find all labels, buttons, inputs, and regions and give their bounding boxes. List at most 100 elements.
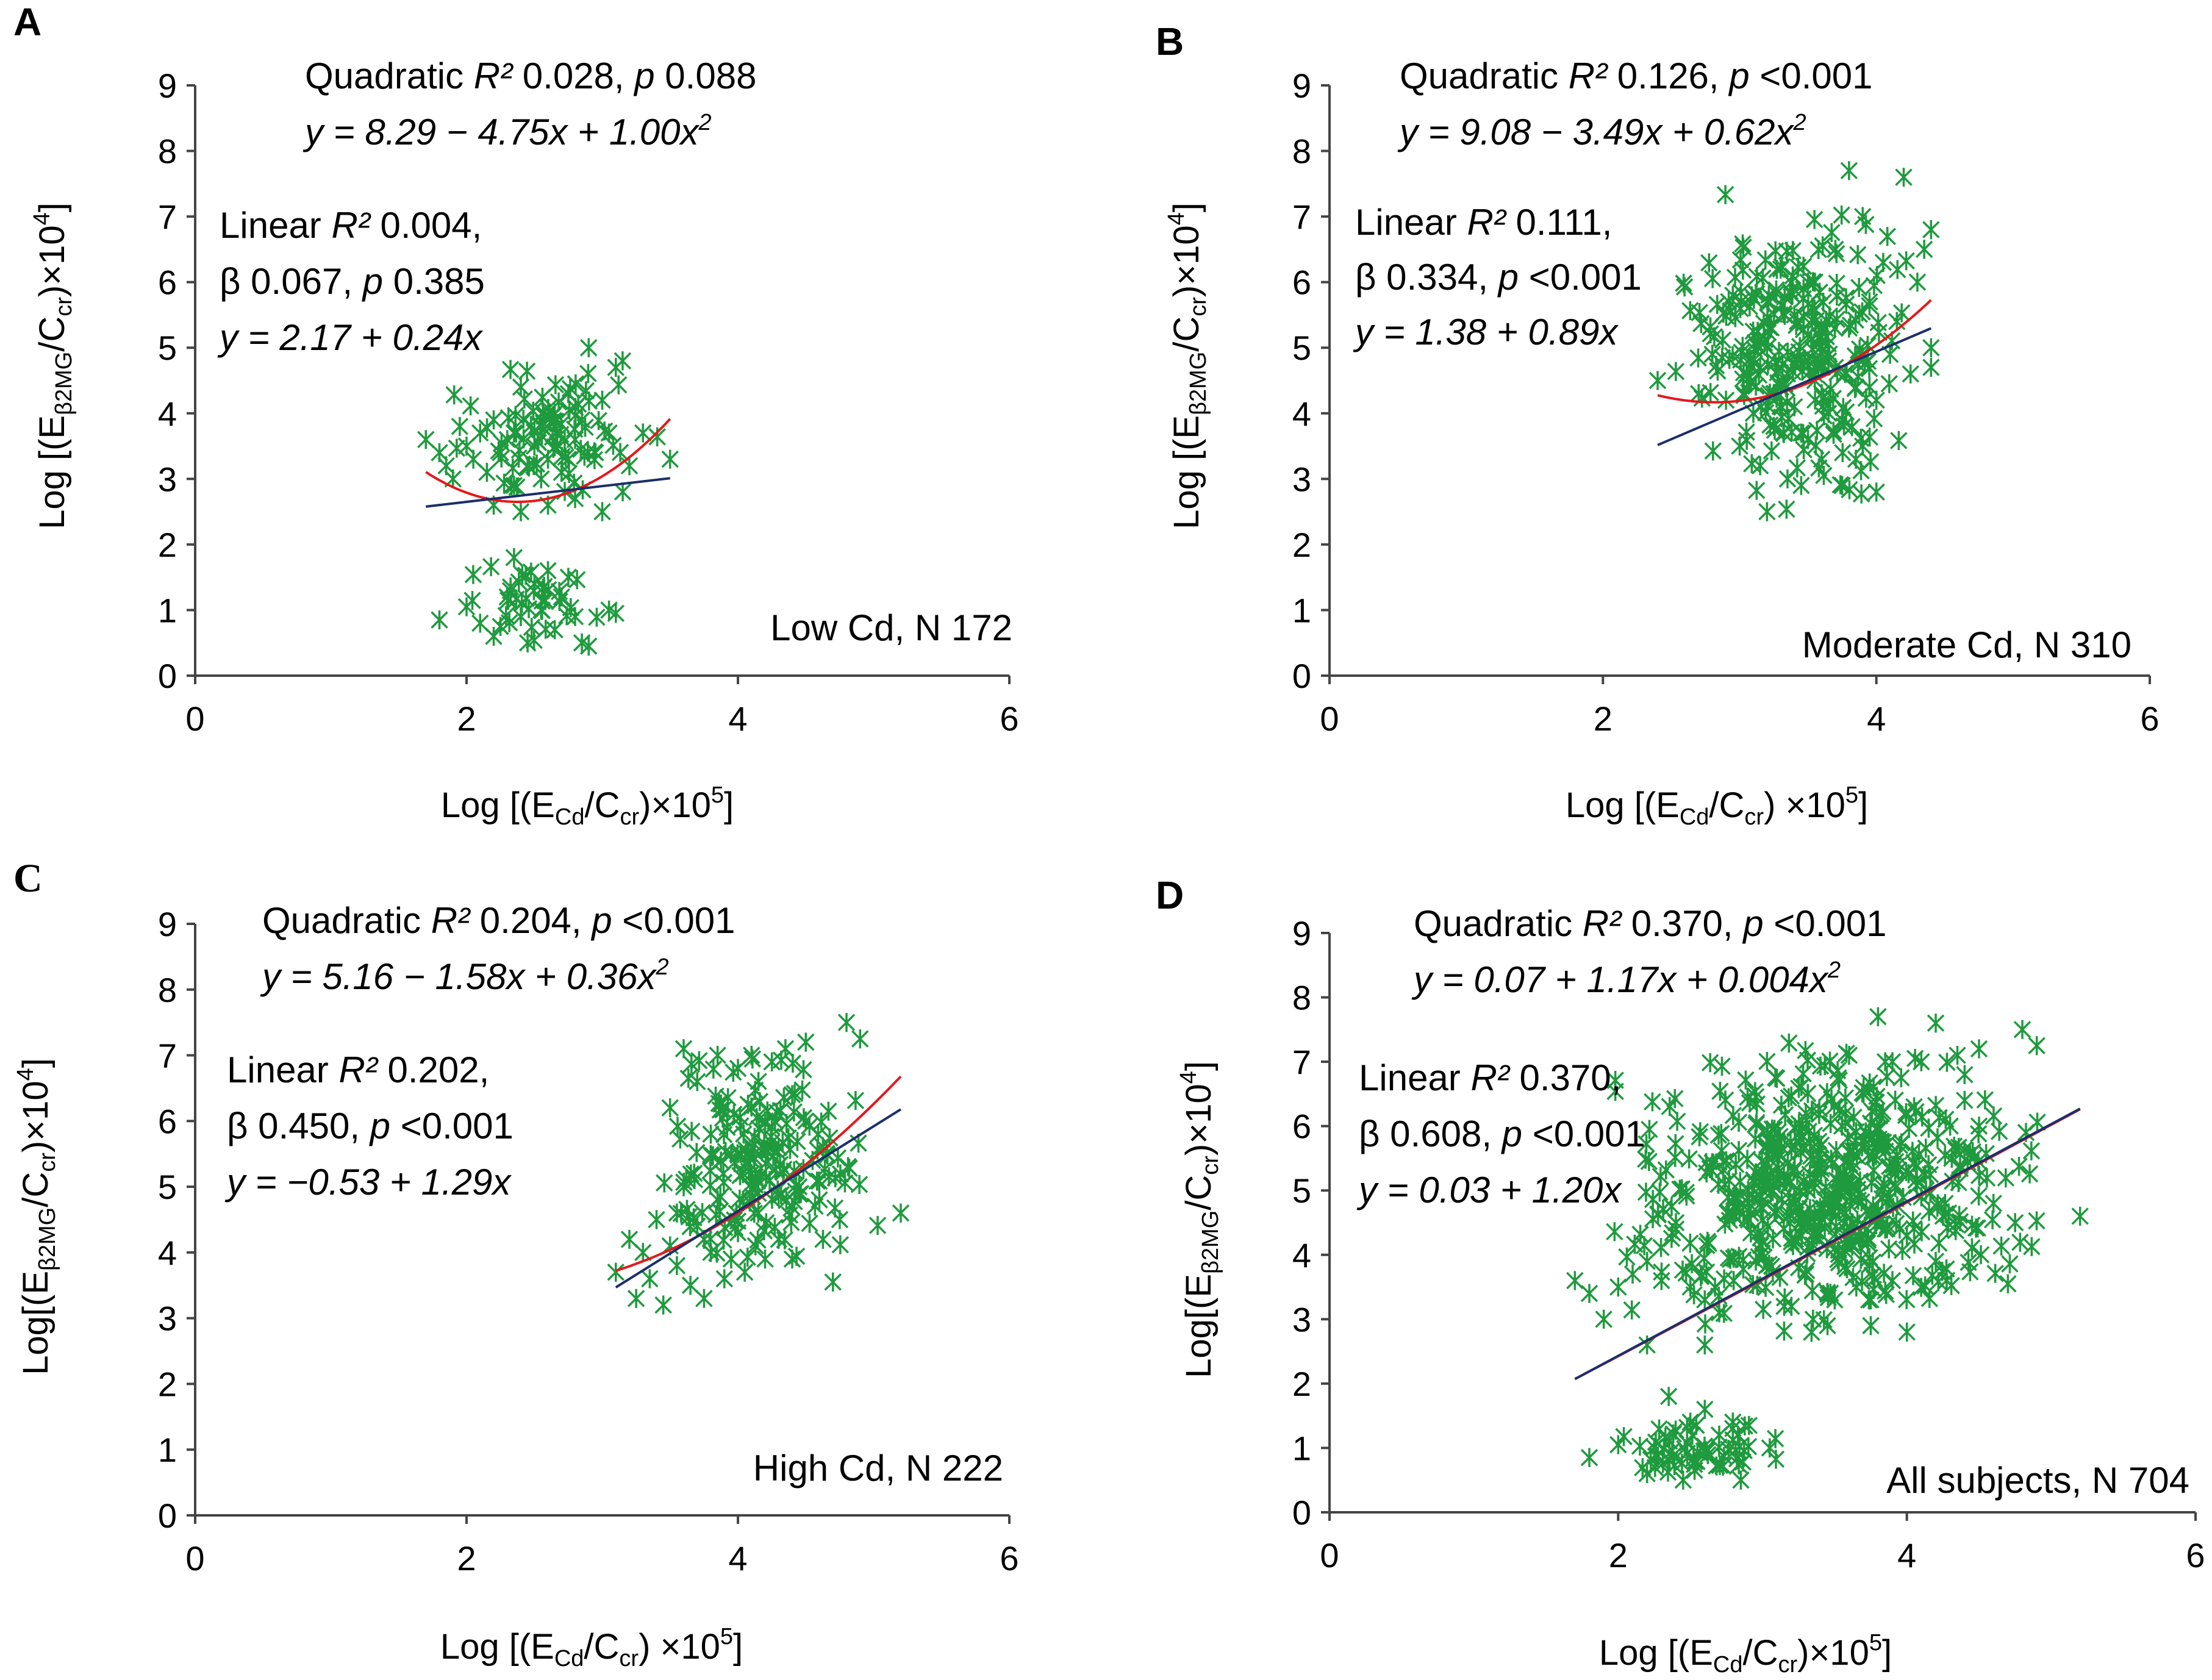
data-point — [464, 449, 482, 469]
data-point — [607, 1262, 625, 1282]
data-point — [714, 1164, 732, 1184]
y-tick-label-c: 1 — [158, 1431, 177, 1469]
linear-stats-b: Linear R² 0.111, — [1355, 202, 1612, 243]
data-point — [478, 462, 496, 482]
y-tick-label-d: 8 — [1292, 979, 1311, 1017]
y-axis-title-a: Log [(Eβ2MG/Ccr)×104] — [29, 202, 77, 529]
data-point — [1850, 304, 1869, 324]
linear-beta-c: β 0.450, p <0.001 — [227, 1106, 514, 1146]
data-point — [717, 1142, 734, 1161]
data-point — [2011, 1232, 2029, 1252]
data-point — [1825, 424, 1842, 444]
data-point — [1685, 1285, 1703, 1304]
y-tick-label-a: 5 — [158, 329, 177, 367]
data-point — [1738, 431, 1756, 450]
data-point — [1964, 1142, 1981, 1162]
data-point — [567, 406, 584, 425]
data-point — [831, 1235, 850, 1254]
data-point — [1747, 1087, 1765, 1107]
data-point — [2028, 1211, 2046, 1231]
data-point — [1618, 1247, 1636, 1267]
data-point — [1875, 1132, 1892, 1152]
data-point — [702, 1124, 720, 1144]
data-point — [515, 389, 534, 409]
y-tick-label-b: 8 — [1292, 132, 1311, 171]
x-tick-label-a: 2 — [457, 699, 476, 738]
data-point — [1683, 1254, 1701, 1273]
data-point — [1707, 356, 1725, 376]
axes-c: 0 1 2 3 4 5 6 7 8 9 0 2 4 6 — [158, 905, 1019, 1578]
data-point — [1970, 1039, 1988, 1059]
data-point — [518, 633, 537, 652]
data-point — [743, 1049, 762, 1069]
data-point — [1872, 1131, 1890, 1151]
data-point — [580, 338, 598, 357]
data-point — [1898, 1322, 1916, 1342]
quadratic-fit-line-b — [1657, 299, 1932, 404]
data-point — [806, 1196, 824, 1216]
data-point — [1719, 1248, 1738, 1268]
data-point — [1853, 1083, 1871, 1103]
panel-letter-c: C — [13, 856, 43, 901]
data-point — [1809, 240, 1827, 259]
data-point — [722, 1249, 740, 1269]
panel-b: B 0 1 2 3 4 5 6 7 8 9 0 2 4 6 Quadratic R² 0.126, p <… — [1156, 20, 2160, 830]
data-point — [576, 418, 594, 437]
data-point — [1702, 383, 1719, 402]
data-point — [1983, 1210, 2002, 1229]
data-point — [1667, 362, 1685, 381]
y-tick-label-c: 7 — [158, 1037, 177, 1075]
quadratic-equation-b: y = 9.08 − 3.49x + 0.62x2 — [1397, 110, 1806, 152]
data-point — [701, 1176, 719, 1195]
axes-a: 0 1 2 3 4 5 6 7 8 9 0 2 4 6 — [158, 66, 1019, 738]
data-point — [755, 1221, 773, 1240]
data-point — [1756, 330, 1774, 349]
data-point — [820, 1101, 837, 1121]
data-point — [685, 1208, 703, 1228]
y-tick-label-b: 4 — [1292, 395, 1311, 433]
data-point — [1811, 282, 1828, 302]
data-point — [1929, 1194, 1947, 1214]
data-point — [1927, 1096, 1945, 1115]
data-point — [512, 377, 530, 397]
data-point — [1758, 1138, 1775, 1157]
data-point — [1695, 1248, 1713, 1268]
data-point — [1741, 373, 1759, 392]
data-point — [736, 1262, 754, 1282]
data-point — [471, 613, 489, 633]
data-point — [1775, 1321, 1793, 1341]
data-point — [546, 375, 565, 395]
data-point — [562, 598, 580, 618]
data-point — [695, 1289, 713, 1308]
data-point — [1756, 1170, 1774, 1189]
data-point — [1861, 1113, 1880, 1133]
data-point — [2001, 1254, 2019, 1274]
data-point — [1880, 374, 1899, 393]
data-point — [1897, 1290, 1916, 1309]
data-point — [1892, 303, 1911, 323]
scatter-points-b — [1648, 161, 1940, 521]
x-tick-label-d: 6 — [2186, 1536, 2205, 1575]
data-point — [522, 562, 540, 582]
data-point — [634, 1243, 652, 1262]
data-point — [1689, 348, 1707, 368]
linear-beta-b: β 0.334, p <0.001 — [1355, 257, 1642, 298]
data-point — [1776, 306, 1794, 325]
y-tick-label-c: 8 — [158, 971, 177, 1009]
data-point — [1792, 476, 1810, 495]
data-point — [2013, 1020, 2031, 1039]
y-tick-label-c: 4 — [158, 1234, 177, 1272]
data-point — [1895, 167, 1913, 187]
data-point — [1638, 1134, 1655, 1154]
data-point — [1930, 1234, 1948, 1253]
data-point — [1663, 1196, 1681, 1216]
data-point — [812, 1112, 830, 1132]
data-point — [2023, 1237, 2041, 1256]
data-point — [1827, 1217, 1845, 1236]
data-point — [1720, 1440, 1738, 1459]
data-point — [593, 502, 611, 521]
data-point — [1666, 1089, 1684, 1109]
data-point — [1754, 1299, 1772, 1319]
data-point — [1970, 1186, 1988, 1206]
data-point — [1714, 1456, 1732, 1476]
